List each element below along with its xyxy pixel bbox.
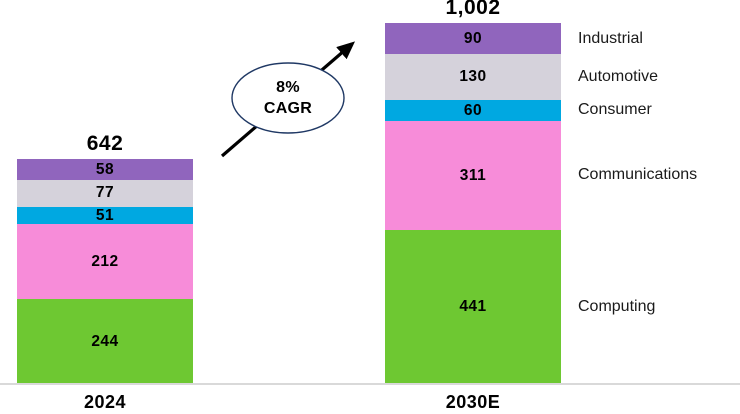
segment-value-label: 90: [463, 29, 483, 47]
segment-computing-2030e: 441: [385, 229, 561, 384]
segment-value-label: 60: [463, 101, 483, 119]
segment-industrial-2024: 58: [17, 159, 193, 180]
growth-arrow: [220, 41, 356, 158]
segment-value-label: 51: [95, 206, 115, 224]
segment-automotive-2024: 77: [17, 179, 193, 207]
segment-automotive-2030e: 130: [385, 54, 561, 100]
segment-value-label: 130: [459, 68, 487, 86]
legend-label-industrial: Industrial: [578, 29, 643, 47]
legend-label-computing: Computing: [578, 297, 656, 315]
cagr-label: CAGR: [263, 100, 313, 117]
segment-consumer-2024: 51: [17, 206, 193, 225]
segment-value-label: 311: [459, 166, 487, 184]
bar-2030e-total: 1,002: [445, 0, 501, 19]
x-axis-line: [0, 383, 740, 385]
segment-computing-2024: 244: [17, 298, 193, 384]
legend-label-consumer: Consumer: [578, 101, 652, 119]
segment-value-label: 77: [95, 184, 115, 202]
segment-consumer-2030e: 60: [385, 99, 561, 121]
bar-2024: 642 58 77 51 212 244: [17, 132, 193, 384]
cagr-ellipse: [231, 62, 345, 134]
bar-segments-0: 58 77 51 212 244: [17, 159, 193, 384]
x-axis-label-2024: 2024: [83, 392, 127, 412]
cagr-annotation: 8% CAGR: [232, 63, 344, 133]
segment-value-label: 441: [459, 298, 487, 316]
segment-communications-2024: 212: [17, 224, 193, 299]
bar-2024-total: 642: [86, 132, 124, 156]
legend-label-automotive: Automotive: [578, 68, 659, 86]
segment-value-label: 244: [91, 332, 119, 350]
segment-value-label: 58: [95, 160, 115, 178]
x-axis-label-2030e: 2030E: [445, 392, 501, 412]
segment-value-label: 212: [91, 252, 119, 270]
cagr-rate: 8%: [276, 79, 300, 96]
segment-industrial-2030e: 90: [385, 22, 561, 55]
bar-segments-1: 90 130 60 311 441: [385, 22, 561, 384]
legend-label-communications: Communications: [578, 166, 698, 184]
bar-2030e: 1,002 90 130 60 311 441: [385, 0, 561, 384]
legend: Industrial Automotive Consumer Communicatio…: [578, 23, 697, 384]
segment-communications-2030e: 311: [385, 120, 561, 230]
